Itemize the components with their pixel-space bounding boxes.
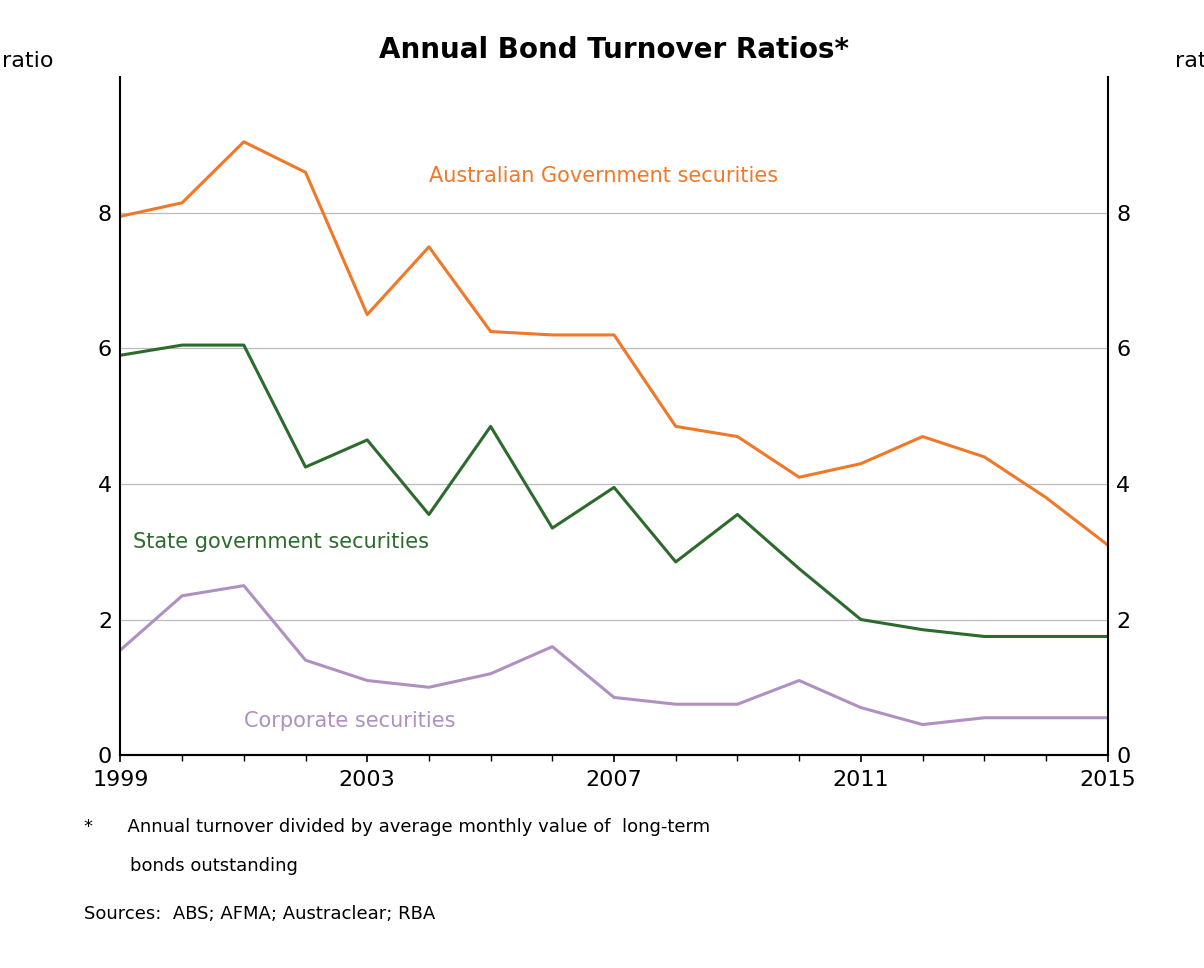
Text: Australian Government securities: Australian Government securities [429,166,778,187]
Text: Sources:  ABS; AFMA; Austraclear; RBA: Sources: ABS; AFMA; Austraclear; RBA [84,905,436,923]
Text: bonds outstanding: bonds outstanding [84,857,299,875]
Title: Annual Bond Turnover Ratios*: Annual Bond Turnover Ratios* [379,36,849,64]
Text: ratio: ratio [1,50,53,71]
Text: ratio: ratio [1175,50,1204,71]
Text: Corporate securities: Corporate securities [243,711,455,731]
Text: State government securities: State government securities [132,532,429,553]
Text: *      Annual turnover divided by average monthly value of  long-term: * Annual turnover divided by average mon… [84,818,710,836]
